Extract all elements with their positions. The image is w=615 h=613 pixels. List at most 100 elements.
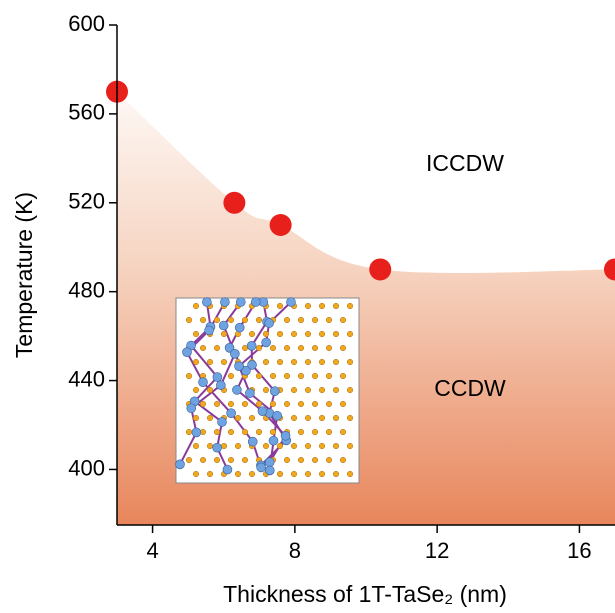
lattice-atom — [192, 414, 200, 422]
lattice-site — [264, 457, 275, 468]
lattice-site — [272, 410, 282, 421]
lattice-atom — [304, 386, 312, 394]
lattice-atom — [290, 358, 298, 366]
lattice-site — [261, 337, 271, 348]
lattice-site — [191, 427, 202, 438]
lattice-site — [230, 349, 240, 359]
lattice-atom — [206, 470, 214, 478]
lattice-atom — [332, 330, 340, 338]
lattice-atom — [255, 344, 263, 352]
lattice-atom — [346, 442, 354, 450]
inset-lattice — [175, 297, 360, 484]
lattice-atom — [311, 372, 319, 380]
x-tick-label: 16 — [567, 538, 591, 563]
lattice-atom — [332, 442, 340, 450]
lattice-atom — [206, 414, 214, 422]
lattice-atom — [325, 456, 333, 464]
lattice-atom — [304, 414, 312, 422]
lattice-atom — [304, 302, 312, 310]
lattice-atom — [339, 428, 347, 436]
y-tick-label: 400 — [68, 455, 105, 480]
lattice-site — [241, 365, 251, 376]
lattice-atom — [241, 456, 249, 464]
lattice-atom — [255, 372, 263, 380]
lattice-atom — [262, 358, 270, 366]
lattice-atom — [227, 400, 235, 408]
lattice-atom — [325, 372, 333, 380]
lattice-atom — [206, 386, 214, 394]
lattice-atom — [311, 428, 319, 436]
lattice-atom — [297, 456, 305, 464]
lattice-atom — [199, 344, 207, 352]
lattice-site — [198, 377, 208, 388]
annotation: ICCDW — [426, 150, 504, 176]
lattice-atom — [192, 442, 200, 450]
lattice-site — [250, 297, 261, 307]
lattice-site — [268, 435, 279, 446]
lattice-atom — [220, 442, 228, 450]
lattice-site — [246, 341, 257, 351]
lattice-atom — [241, 316, 249, 324]
lattice-atom — [325, 316, 333, 324]
lattice-atom — [346, 386, 354, 394]
lattice-atom — [318, 302, 326, 310]
lattice-atom — [339, 456, 347, 464]
lattice-atom — [234, 414, 242, 422]
y-tick-label: 440 — [68, 366, 105, 391]
lattice-atom — [185, 456, 193, 464]
lattice-atom — [290, 470, 298, 478]
y-axis-label: Temperature (K) — [11, 192, 37, 358]
lattice-atom — [206, 358, 214, 366]
lattice-atom — [276, 470, 284, 478]
lattice-site — [286, 297, 296, 307]
lattice-atom — [213, 456, 221, 464]
lattice-site — [269, 386, 280, 396]
lattice-site — [202, 297, 212, 307]
lattice-site — [212, 372, 223, 382]
lattice-atom — [311, 316, 319, 324]
lattice-atom — [262, 386, 270, 394]
lattice-atom — [241, 428, 249, 436]
lattice-atom — [283, 400, 291, 408]
lattice-atom — [304, 470, 312, 478]
lattice-atom — [185, 372, 193, 380]
lattice-atom — [332, 386, 340, 394]
lattice-atom — [311, 400, 319, 408]
lattice-site — [224, 343, 235, 353]
lattice-atom — [290, 442, 298, 450]
lattice-atom — [332, 358, 340, 366]
lattice-atom — [234, 442, 242, 450]
lattice-atom — [297, 400, 305, 408]
data-point — [369, 258, 392, 281]
lattice-atom — [325, 344, 333, 352]
lattice-atom — [213, 316, 221, 324]
lattice-atom — [332, 470, 340, 478]
lattice-atom — [199, 400, 207, 408]
y-tick-label: 560 — [68, 100, 105, 125]
lattice-site — [175, 459, 185, 470]
lattice-atom — [290, 414, 298, 422]
lattice-atom — [199, 456, 207, 464]
lattice-site — [265, 465, 275, 476]
lattice-site — [186, 403, 197, 414]
x-tick-label: 12 — [425, 538, 449, 563]
lattice-atom — [318, 470, 326, 478]
x-axis-label: Thickness of 1T-TaSe₂ (nm) — [223, 581, 507, 607]
lattice-site — [232, 385, 242, 395]
lattice-site — [204, 325, 214, 336]
lattice-atom — [262, 330, 270, 338]
y-tick-label: 600 — [68, 11, 105, 36]
lattice-atom — [325, 400, 333, 408]
lattice-atom — [192, 358, 200, 366]
lattice-site — [257, 406, 268, 416]
lattice-atom — [290, 386, 298, 394]
lattice-site — [220, 297, 230, 307]
lattice-atom — [192, 470, 200, 478]
lattice-atom — [185, 428, 193, 436]
lattice-atom — [332, 302, 340, 310]
lattice-atom — [346, 470, 354, 478]
lattice-atom — [311, 456, 319, 464]
lattice-atom — [276, 358, 284, 366]
lattice-atom — [192, 330, 200, 338]
